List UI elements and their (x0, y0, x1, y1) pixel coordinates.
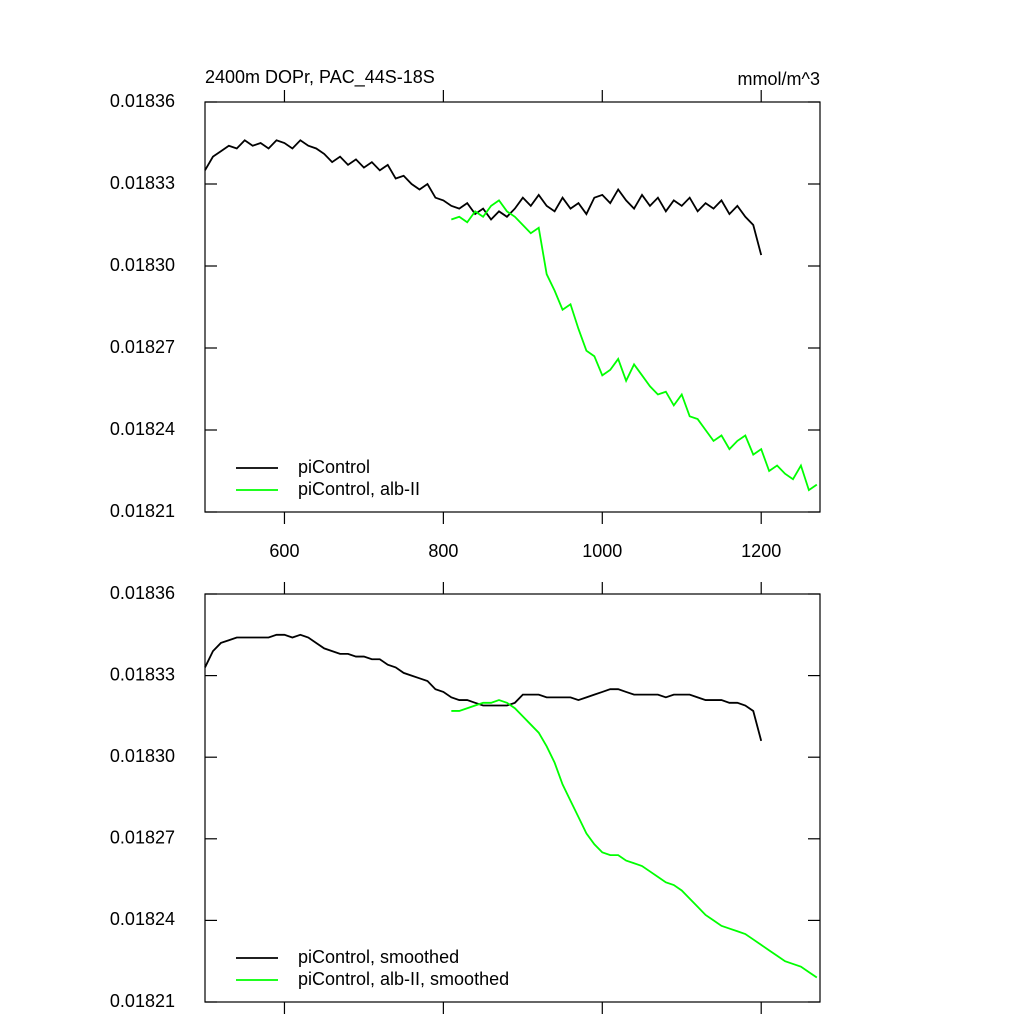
plot-frame (204, 593, 821, 1003)
series-line (451, 199, 818, 492)
y-tick-label: 0.01830 (110, 746, 175, 766)
x-tick-label: 800 (428, 541, 458, 561)
plot-frame (204, 101, 821, 513)
y-tick-label: 0.01830 (110, 255, 175, 275)
chart-title: 2400m DOPr, PAC_44S-18S (205, 67, 435, 88)
y-tick-label: 0.01836 (110, 583, 175, 603)
y-tick-label: 0.01836 (110, 91, 175, 111)
y-tick-label: 0.01827 (110, 337, 175, 357)
legend-label: piControl, smoothed (298, 947, 459, 967)
x-tick-label: 1000 (582, 541, 622, 561)
legend-label: piControl, alb-II, smoothed (298, 969, 509, 989)
y-tick-label: 0.01821 (110, 501, 175, 521)
y-tick-label: 0.01827 (110, 828, 175, 848)
legend-label: piControl, alb-II (298, 479, 420, 499)
x-tick-label: 1200 (741, 541, 781, 561)
y-tick-label: 0.01824 (110, 909, 175, 929)
units-label: mmol/m^3 (738, 69, 820, 89)
y-tick-label: 0.01833 (110, 664, 175, 684)
series-line (451, 699, 818, 979)
legend-label: piControl (298, 457, 370, 477)
series-line (204, 633, 763, 742)
y-tick-label: 0.01824 (110, 419, 175, 439)
series-line (204, 139, 763, 256)
x-tick-label: 600 (269, 541, 299, 561)
y-tick-label: 0.01821 (110, 991, 175, 1011)
y-tick-label: 0.01833 (110, 173, 175, 193)
